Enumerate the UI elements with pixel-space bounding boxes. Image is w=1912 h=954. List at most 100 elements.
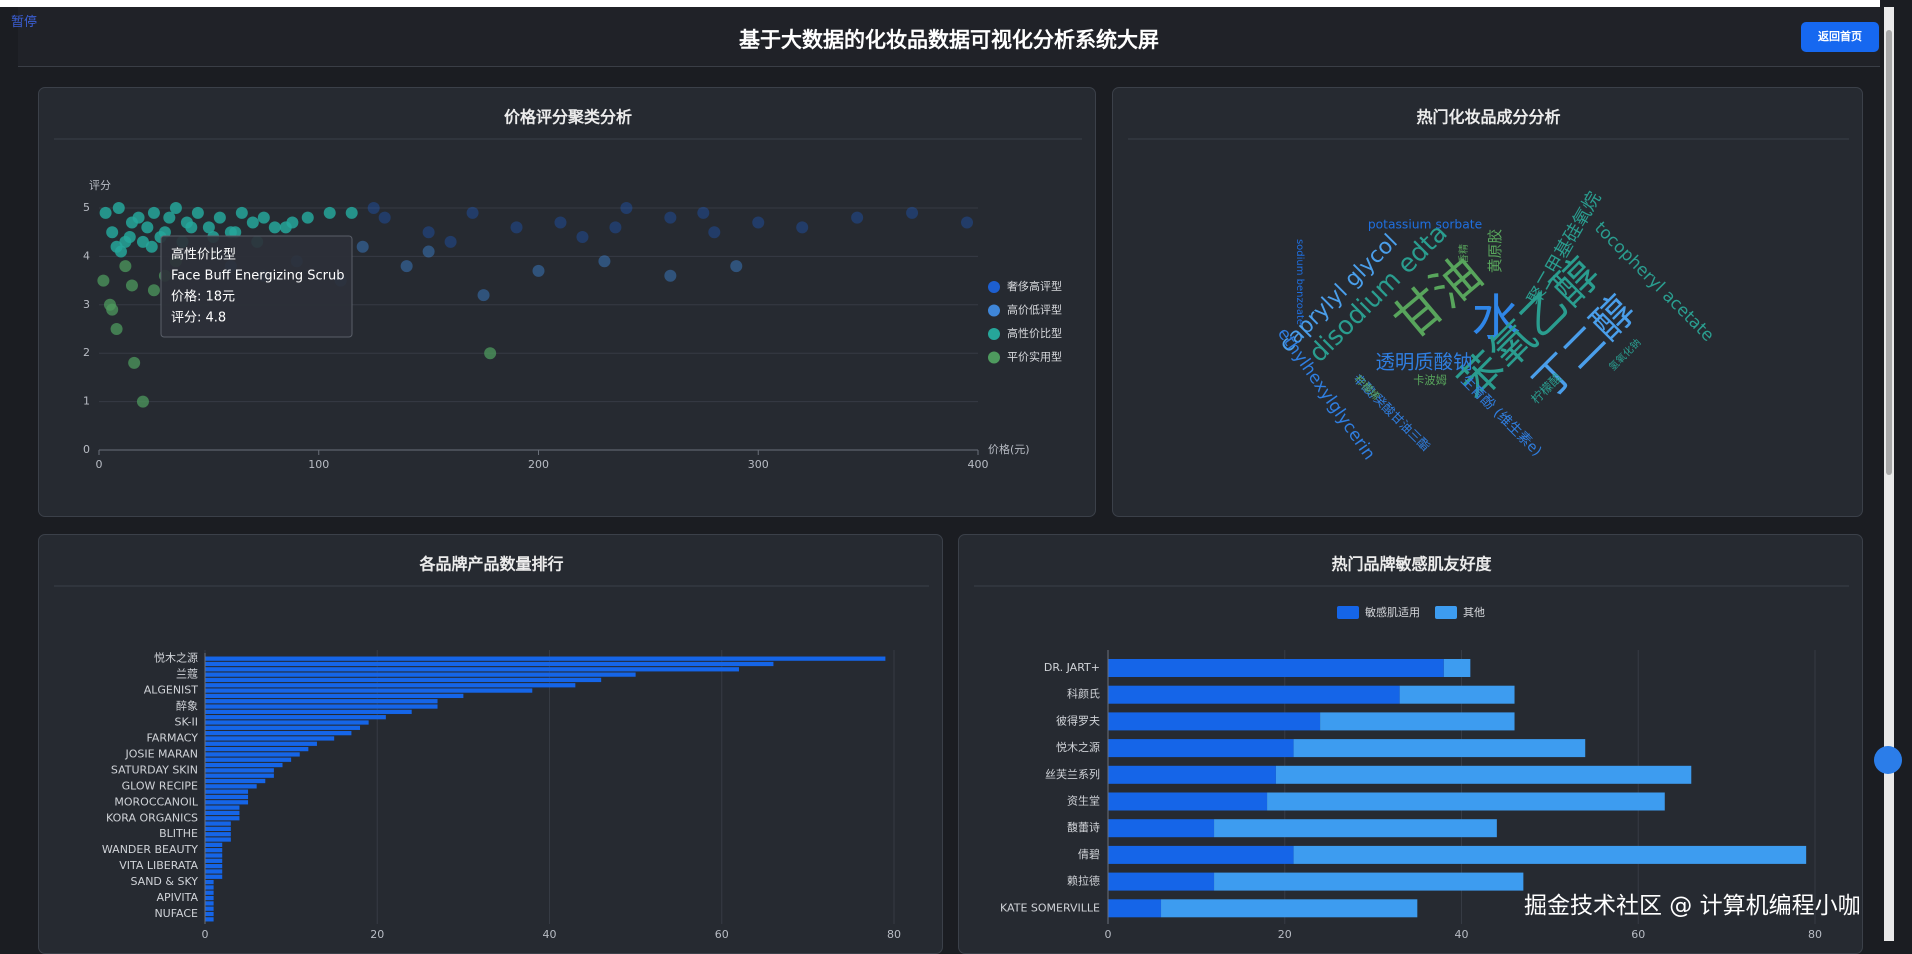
bar bbox=[205, 762, 283, 768]
bar bbox=[205, 901, 214, 906]
y-tick-label: 资生堂 bbox=[1067, 794, 1100, 808]
x-tick-label: 20 bbox=[370, 928, 384, 941]
scatter-point bbox=[301, 211, 314, 224]
y-tick-label: 1 bbox=[83, 395, 90, 408]
bar-segment bbox=[1108, 819, 1215, 838]
bar bbox=[205, 683, 576, 688]
panel-title: 热门品牌敏感肌友好度 bbox=[1331, 555, 1492, 574]
scrollbar-thumb[interactable] bbox=[1886, 30, 1892, 475]
y-tick-label: 兰蔻 bbox=[176, 668, 198, 681]
scatter-point bbox=[851, 211, 864, 224]
tooltip-line: 评分: 4.8 bbox=[171, 311, 226, 326]
scatter-point bbox=[163, 211, 176, 224]
scatter-point bbox=[141, 221, 154, 234]
y-tick-label: 悦木之源 bbox=[154, 651, 198, 665]
y-tick-label: ALGENIST bbox=[144, 684, 199, 697]
x-tick-label: 20 bbox=[1278, 928, 1292, 941]
scatter-point bbox=[708, 226, 721, 239]
back-button[interactable]: 返回首页 bbox=[1801, 22, 1879, 52]
bar bbox=[205, 879, 214, 885]
bar bbox=[205, 906, 214, 911]
scatter-point bbox=[323, 206, 336, 219]
y-tick-label: 赖拉德 bbox=[1067, 874, 1100, 888]
tooltip-title: 高性价比型 bbox=[171, 247, 236, 263]
bar bbox=[205, 672, 636, 677]
y-tick-label: SATURDAY SKIN bbox=[111, 763, 198, 776]
panel-sensitive: 热门品牌敏感肌友好度 0 20 40 60 80 敏感肌适用 其他 DR. JART+ 科颜氏 彼得… bbox=[958, 534, 1863, 954]
bar bbox=[205, 757, 292, 762]
bar-segment bbox=[1214, 872, 1524, 891]
scatter-point bbox=[664, 211, 677, 224]
bar-segment bbox=[1399, 685, 1515, 704]
legend-icon bbox=[988, 328, 1000, 340]
bar bbox=[205, 725, 361, 730]
y-tick-label: NUFACE bbox=[154, 907, 198, 920]
scatter-point bbox=[169, 202, 182, 214]
side-button[interactable] bbox=[1874, 746, 1902, 774]
scatter-point bbox=[422, 226, 435, 239]
bar bbox=[205, 661, 774, 667]
y-tick-label: SK-II bbox=[175, 716, 199, 729]
bar-segment bbox=[1275, 765, 1692, 784]
word: sodium benzoate bbox=[1294, 239, 1305, 325]
bar-segment bbox=[1108, 872, 1215, 891]
scatter-point bbox=[123, 231, 136, 244]
bar bbox=[205, 853, 223, 858]
scatter-point bbox=[112, 202, 125, 214]
scatter-point bbox=[268, 221, 281, 234]
x-tick-label: 40 bbox=[1455, 928, 1469, 941]
pause-label[interactable]: 暂停 bbox=[11, 15, 38, 30]
bar-segment bbox=[1293, 739, 1586, 758]
scatter-point bbox=[106, 303, 119, 316]
legend-icon bbox=[1435, 606, 1457, 619]
bar bbox=[205, 869, 223, 874]
bar-segment bbox=[1108, 739, 1294, 758]
bar bbox=[205, 911, 214, 917]
scatter-point bbox=[554, 216, 567, 229]
scatter-point bbox=[400, 260, 413, 273]
legend-icon bbox=[988, 304, 1000, 317]
legend-label: 高性价比型 bbox=[1007, 326, 1062, 340]
bar bbox=[205, 741, 317, 746]
bar bbox=[205, 826, 231, 832]
bar bbox=[205, 805, 240, 810]
x-tick-label: 80 bbox=[1808, 928, 1822, 941]
y-tick-label: 彼得罗夫 bbox=[1056, 714, 1100, 727]
bar bbox=[205, 800, 249, 805]
scatter-point bbox=[191, 206, 204, 219]
bar bbox=[205, 848, 223, 853]
legend-icon bbox=[988, 351, 1000, 364]
scatter-point bbox=[444, 235, 457, 248]
y-tick-label: 丝芙兰系列 bbox=[1045, 767, 1100, 781]
x-tick-label: 80 bbox=[887, 928, 901, 941]
bar bbox=[205, 864, 223, 869]
bar bbox=[205, 720, 369, 725]
y-tick-label: 悦木之源 bbox=[1056, 740, 1100, 754]
x-tick-label: 60 bbox=[715, 928, 729, 941]
bar bbox=[205, 816, 240, 821]
bar bbox=[205, 832, 231, 837]
bar bbox=[205, 837, 231, 842]
y-tick-label: 2 bbox=[83, 346, 90, 359]
legend-icon bbox=[988, 281, 1000, 293]
scatter-point bbox=[279, 221, 292, 234]
bar bbox=[205, 821, 231, 826]
scatter-point bbox=[185, 221, 198, 234]
word: 水 bbox=[1471, 290, 1520, 347]
y-tick-label: 5 bbox=[83, 201, 90, 214]
scatter-point bbox=[609, 221, 622, 234]
y-tick-label: SAND & SKY bbox=[130, 875, 198, 888]
bar-segment bbox=[1443, 659, 1471, 677]
scatter-point bbox=[136, 395, 149, 408]
y-tick-label: 倩碧 bbox=[1078, 848, 1100, 861]
scatter-point bbox=[477, 289, 490, 302]
bar bbox=[205, 768, 274, 773]
bar-segment bbox=[1108, 659, 1444, 677]
scatter-point bbox=[110, 323, 123, 335]
panel-brand-count: 各品牌产品数量排行 0 20 40 60 80 悦木之源 兰蔻 ALGENIST 醉象 SK-II F… bbox=[38, 534, 943, 954]
y-tick-label: KORA ORGANICS bbox=[106, 811, 198, 824]
word: 透明质酸钠 bbox=[1376, 351, 1473, 374]
bar bbox=[205, 789, 249, 794]
bar bbox=[205, 778, 266, 784]
